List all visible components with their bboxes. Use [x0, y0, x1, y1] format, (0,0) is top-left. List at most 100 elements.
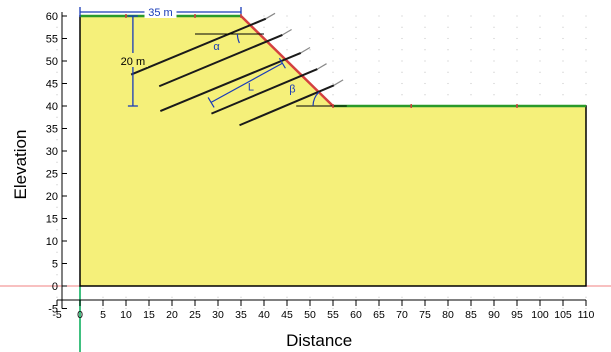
beta-label: β — [289, 84, 295, 96]
nail-head — [333, 79, 344, 86]
grid-dot — [539, 37, 541, 40]
x-tick-label: 40 — [258, 309, 270, 321]
x-tick-label: 105 — [554, 309, 572, 321]
grid-dot — [56, 49, 58, 51]
soil-nail — [130, 17, 267, 76]
grid-dot — [56, 296, 58, 298]
grid-dot — [378, 94, 380, 96]
grid-dot — [447, 60, 449, 62]
grid-dot — [378, 49, 380, 51]
grid-dot — [447, 71, 449, 73]
grid-dot — [194, 307, 196, 310]
width-label: 35 m — [148, 7, 172, 19]
grid-dot — [56, 94, 58, 96]
grid-dot — [263, 307, 265, 310]
grid-dot — [516, 82, 518, 85]
grid-dot — [447, 296, 449, 298]
grid-dot — [309, 26, 311, 28]
grid-dot — [562, 296, 564, 298]
grid-dot — [355, 296, 357, 298]
y-tick-label: 40 — [46, 101, 58, 113]
y-axis: -5 0 5 10 15 20 25 30 35 40 45 50 55 60 — [46, 11, 67, 316]
x-axis-title: Distance — [286, 331, 352, 350]
grid-dot — [286, 37, 288, 40]
soil-region — [79, 15, 587, 287]
grid-dot — [332, 37, 334, 40]
grid-dot — [424, 296, 426, 298]
grid-dot — [401, 15, 403, 17]
nail-head — [300, 46, 311, 54]
y-tick-label: 0 — [52, 281, 58, 293]
grid-dot — [309, 296, 311, 298]
grid-dot — [562, 15, 564, 17]
grid-dot — [56, 307, 58, 310]
grid-dot — [125, 296, 127, 298]
grid-dot — [562, 71, 564, 73]
grid-dot — [562, 49, 564, 51]
grid-dot — [102, 307, 104, 310]
x-tick-label: 95 — [511, 309, 523, 321]
grid-dot — [378, 82, 380, 85]
grid-dot — [401, 307, 403, 310]
grid-dot — [516, 60, 518, 62]
slope-face-edge — [240, 15, 334, 107]
grid-dot — [585, 82, 587, 85]
grid-dot — [424, 71, 426, 73]
grid-dot — [424, 60, 426, 62]
grid-dot — [56, 240, 58, 242]
alpha-angle: α — [195, 33, 264, 53]
grid-dot — [516, 37, 518, 40]
grid-dot — [355, 94, 357, 96]
x-axis: -5 0 5 10 15 20 25 30 35 40 45 50 55 60 65 70 75 80 85 90 95… — [52, 299, 595, 321]
grid-dot — [56, 195, 58, 197]
grid-dot — [424, 49, 426, 51]
x-tick-label: 30 — [212, 309, 224, 321]
grid-dot — [332, 307, 334, 310]
grid-dot — [516, 49, 518, 51]
grid-dot — [493, 296, 495, 298]
grid-dot — [148, 307, 150, 310]
y-tick-label: 15 — [46, 214, 58, 226]
grid-dot — [240, 307, 242, 310]
height-label: 20 m — [121, 56, 145, 68]
grid-dot — [424, 94, 426, 96]
grid-dot — [286, 307, 288, 310]
x-tick-label: 55 — [327, 309, 339, 321]
grid-dot — [401, 49, 403, 51]
grid-dot — [355, 26, 357, 28]
x-tick-label: 25 — [189, 309, 201, 321]
grid-dot — [470, 307, 472, 310]
grid-dot — [378, 296, 380, 298]
grid-dot — [585, 307, 587, 310]
grid-dot — [355, 15, 357, 17]
grid-dot — [125, 307, 127, 310]
beta-angle: β — [289, 84, 347, 107]
grid-dot — [447, 49, 449, 51]
grid-dot — [56, 251, 58, 253]
grid-dot — [493, 82, 495, 85]
y-tick-label: 35 — [46, 124, 58, 136]
grid-dot — [56, 229, 58, 231]
grid-dot — [355, 49, 357, 51]
grid-dot — [539, 26, 541, 28]
grid-dot — [263, 26, 265, 28]
grid-dot — [424, 26, 426, 28]
grid-dot — [332, 49, 334, 51]
grid-dot — [355, 60, 357, 62]
y-tick-label: 45 — [46, 79, 58, 91]
y-tick-label: 50 — [46, 56, 58, 68]
grid-dot — [516, 15, 518, 17]
grid-dot — [56, 127, 58, 130]
grid-dot — [355, 307, 357, 310]
grid-dot — [309, 60, 311, 62]
x-tick-label: 110 — [578, 309, 595, 321]
grid-dot — [56, 15, 58, 17]
grid-dot — [562, 307, 564, 310]
grid-dot — [470, 71, 472, 73]
length-label: L — [248, 81, 254, 93]
grid-dot — [447, 82, 449, 85]
x-tick-label: -5 — [52, 309, 61, 321]
grid-dot — [447, 94, 449, 96]
grid-dot — [309, 307, 311, 310]
grid-dot — [332, 60, 334, 62]
